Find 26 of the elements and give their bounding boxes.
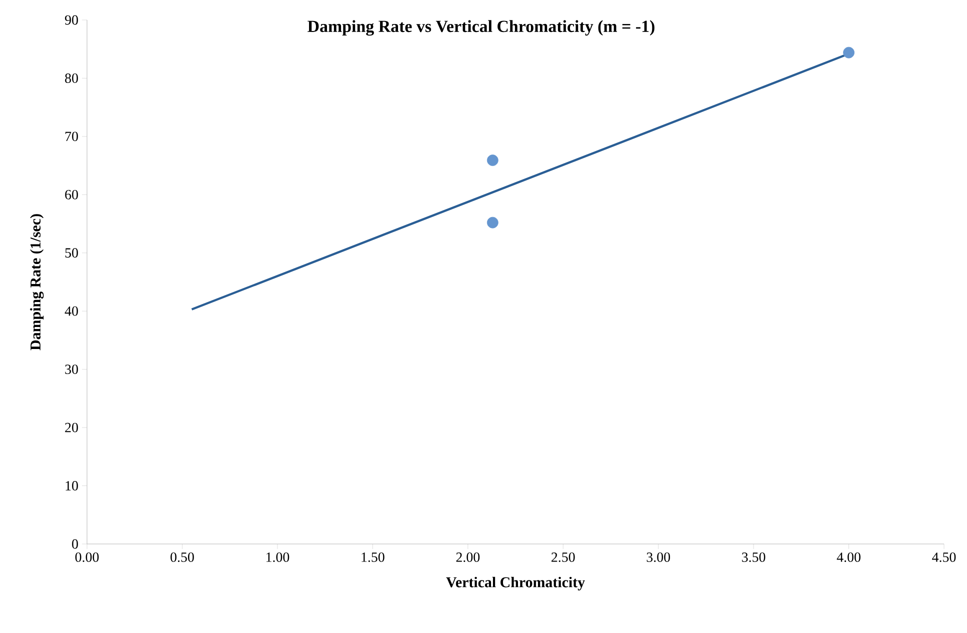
x-tick-label: 3.50 [742, 552, 766, 562]
y-tick-label: 60 [65, 190, 78, 200]
y-tick-label: 20 [65, 422, 78, 432]
x-tick-label: 1.00 [266, 552, 290, 562]
x-tick-label: 0.00 [75, 552, 99, 562]
y-tick-label: 40 [64, 306, 78, 316]
y-tick-label: 90 [64, 15, 78, 25]
point [486, 154, 498, 166]
x-tick-label: 1.50 [362, 552, 384, 562]
x-tick-label: 2.50 [552, 552, 575, 562]
point [486, 216, 498, 228]
x-axis-title: Vertical Chromaticity [446, 576, 585, 590]
chart-title: Damping Rate vs Vertical Chromaticity (m = -1) [308, 20, 654, 36]
x-tick-label: 0.50 [170, 552, 194, 562]
x-tick-label: 3.00 [646, 552, 670, 562]
y-tick-label: 80 [65, 74, 78, 83]
y-tick-label: 0 [72, 539, 78, 549]
y-tick-label: 10 [66, 481, 78, 490]
x-tick-label: 2.00 [456, 552, 480, 562]
point [843, 46, 854, 58]
x-tick-label: 4.50 [932, 552, 956, 562]
x-tick-label: 4.00 [836, 552, 860, 562]
y-tick-label: 30 [65, 364, 78, 374]
y-tick-label: 70 [65, 132, 78, 142]
y-tick-label: 50 [65, 248, 78, 258]
y-axis-title: Damping Rate (1/sec) [30, 214, 44, 350]
